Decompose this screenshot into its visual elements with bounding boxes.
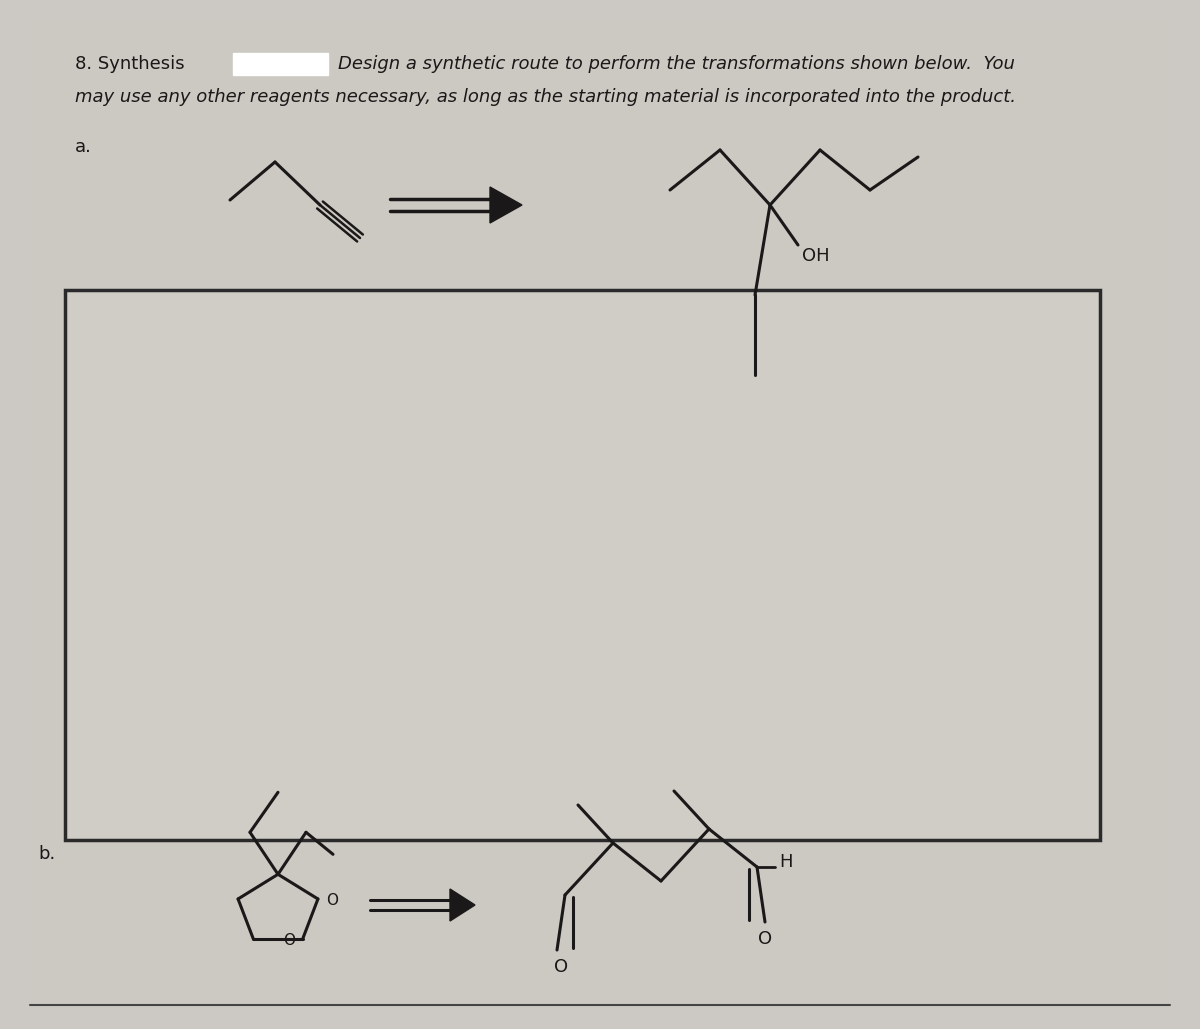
Text: O: O <box>758 930 772 948</box>
FancyBboxPatch shape <box>30 20 1170 1000</box>
Text: a.: a. <box>74 138 92 156</box>
Text: H: H <box>779 853 792 871</box>
Text: Design a synthetic route to perform the transformations shown below.  You: Design a synthetic route to perform the … <box>338 55 1015 73</box>
Text: OH: OH <box>802 247 829 265</box>
Text: 8. Synthesis: 8. Synthesis <box>74 55 185 73</box>
Text: O: O <box>283 933 295 949</box>
Text: may use any other reagents necessary, as long as the starting material is incorp: may use any other reagents necessary, as… <box>74 88 1016 106</box>
FancyBboxPatch shape <box>233 54 328 75</box>
Text: O: O <box>326 893 338 909</box>
Text: (11 points): (11 points) <box>235 55 325 73</box>
Text: O: O <box>554 958 568 975</box>
FancyBboxPatch shape <box>65 290 1100 840</box>
Polygon shape <box>490 187 522 223</box>
Text: b.: b. <box>38 845 55 863</box>
Polygon shape <box>450 889 475 921</box>
